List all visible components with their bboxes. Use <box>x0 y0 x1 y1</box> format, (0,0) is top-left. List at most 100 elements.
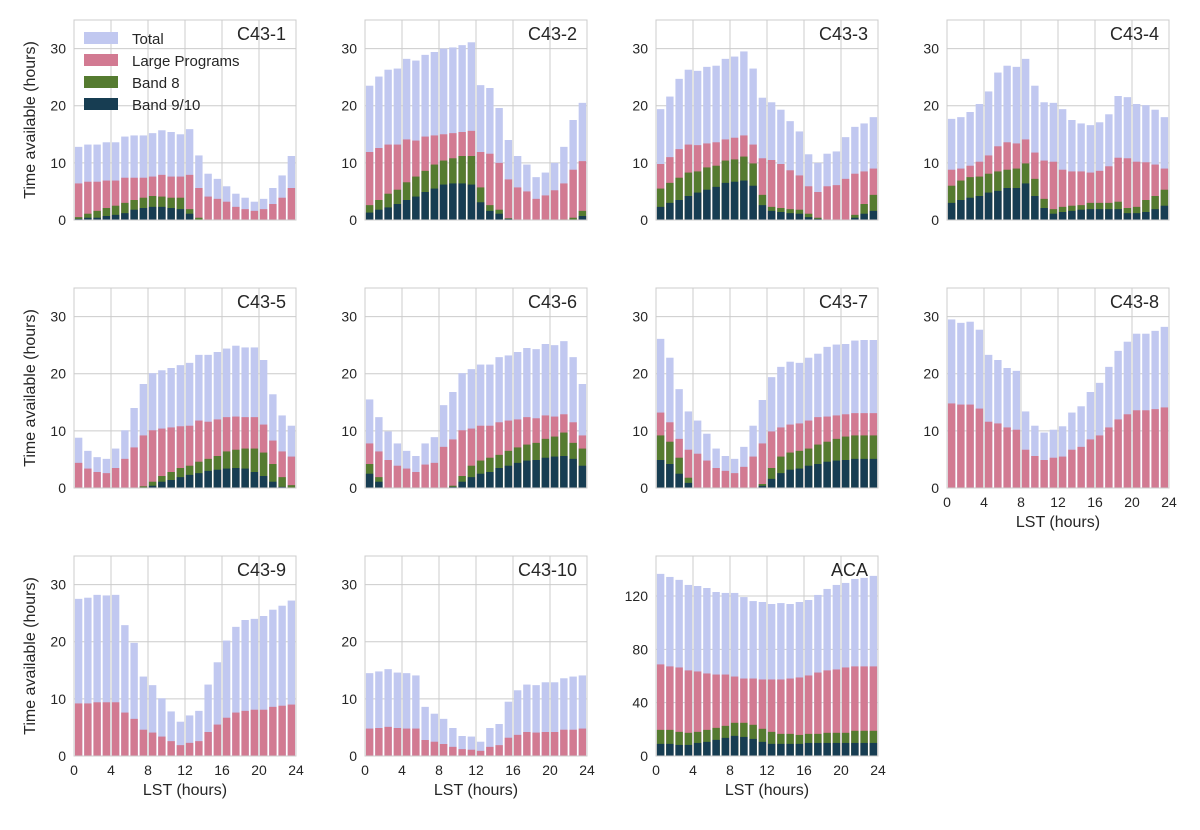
y-tick-label: 0 <box>640 212 648 228</box>
subplot-title: C43-3 <box>819 24 868 44</box>
bar <box>730 676 739 756</box>
bar <box>250 709 259 756</box>
bar <box>675 200 683 220</box>
series-total <box>74 594 296 756</box>
bar <box>412 472 420 488</box>
y-tick-label: 120 <box>625 588 649 604</box>
bar <box>860 666 868 756</box>
bar <box>804 217 813 220</box>
bar <box>869 575 878 756</box>
x-tick-label: 16 <box>214 762 230 778</box>
bar <box>1068 449 1076 488</box>
bar <box>541 732 550 756</box>
bar <box>957 404 965 488</box>
bar <box>458 749 466 756</box>
bar <box>458 481 466 488</box>
bar <box>767 160 776 220</box>
y-tick-label: 80 <box>632 641 648 657</box>
bar <box>966 404 974 488</box>
bar <box>111 468 120 488</box>
bar <box>93 472 101 488</box>
bar <box>430 188 439 220</box>
bar <box>994 423 1002 488</box>
bar <box>777 164 785 220</box>
y-tick-label: 10 <box>632 155 648 171</box>
bar <box>449 439 457 488</box>
bar <box>74 462 83 488</box>
bar <box>1105 427 1113 488</box>
y-tick-label: 0 <box>349 748 357 764</box>
bar <box>740 466 748 488</box>
x-axis-label: LST (hours) <box>725 782 809 799</box>
bar <box>467 465 476 488</box>
bar <box>851 214 859 220</box>
bar <box>111 594 120 756</box>
bar <box>795 468 804 488</box>
series-band-9-10 <box>656 180 878 220</box>
x-tick-label: 12 <box>177 762 193 778</box>
bar <box>1151 409 1159 488</box>
bar <box>721 674 730 756</box>
bar <box>532 177 540 220</box>
axes-frame <box>73 19 297 221</box>
bar <box>675 177 683 220</box>
bar <box>213 724 222 756</box>
bar <box>121 177 129 220</box>
bar <box>476 152 485 220</box>
bar <box>139 729 148 756</box>
bar <box>1058 456 1067 488</box>
bar <box>550 456 559 488</box>
bar <box>467 369 476 488</box>
y-tick-label: 30 <box>632 41 648 57</box>
bar <box>241 468 249 488</box>
y-axis-label: Time available (hours) <box>22 309 39 467</box>
bar <box>786 743 794 756</box>
bar <box>721 592 730 756</box>
bar <box>167 427 175 488</box>
bar <box>111 205 120 220</box>
y-tick-label: 10 <box>632 423 648 439</box>
legend-label: Band 9/10 <box>132 97 200 114</box>
bar <box>121 712 129 756</box>
axes-frame <box>655 19 879 221</box>
bar <box>241 620 249 756</box>
bar <box>841 460 850 488</box>
bar <box>712 674 720 756</box>
y-tick-label: 10 <box>50 691 66 707</box>
legend-swatch <box>84 54 118 66</box>
series-large-programs <box>365 726 587 756</box>
bar <box>111 180 120 220</box>
bar <box>1142 162 1150 220</box>
subplot-aca: 0 40 80 120 ACA 0 4 8 12 16 20 24 LST (hours) <box>625 555 886 799</box>
bar <box>430 437 439 488</box>
bar <box>1058 109 1067 220</box>
bar <box>984 421 993 488</box>
bar <box>860 458 868 488</box>
y-tick-label: 20 <box>50 98 66 114</box>
bar <box>767 478 776 488</box>
bar <box>269 204 277 220</box>
bar <box>767 431 776 488</box>
bar <box>102 216 111 220</box>
bar <box>278 605 286 756</box>
bar <box>749 185 757 220</box>
x-tick-label: 20 <box>1124 494 1140 510</box>
bar <box>139 676 148 756</box>
bar <box>1058 169 1067 220</box>
bar <box>569 169 577 220</box>
bar <box>1095 170 1104 220</box>
bar <box>384 207 392 220</box>
bar <box>375 148 383 220</box>
x-tick-label: 12 <box>759 762 775 778</box>
bar <box>148 206 157 220</box>
bar <box>232 206 240 220</box>
bar <box>1114 157 1122 220</box>
bar <box>684 449 693 488</box>
bar <box>703 588 711 756</box>
bar <box>994 72 1002 220</box>
bar <box>786 678 794 756</box>
x-tick-label: 20 <box>542 762 558 778</box>
bar <box>947 202 956 220</box>
x-axis-label: LST (hours) <box>143 782 227 799</box>
bar <box>241 448 249 488</box>
